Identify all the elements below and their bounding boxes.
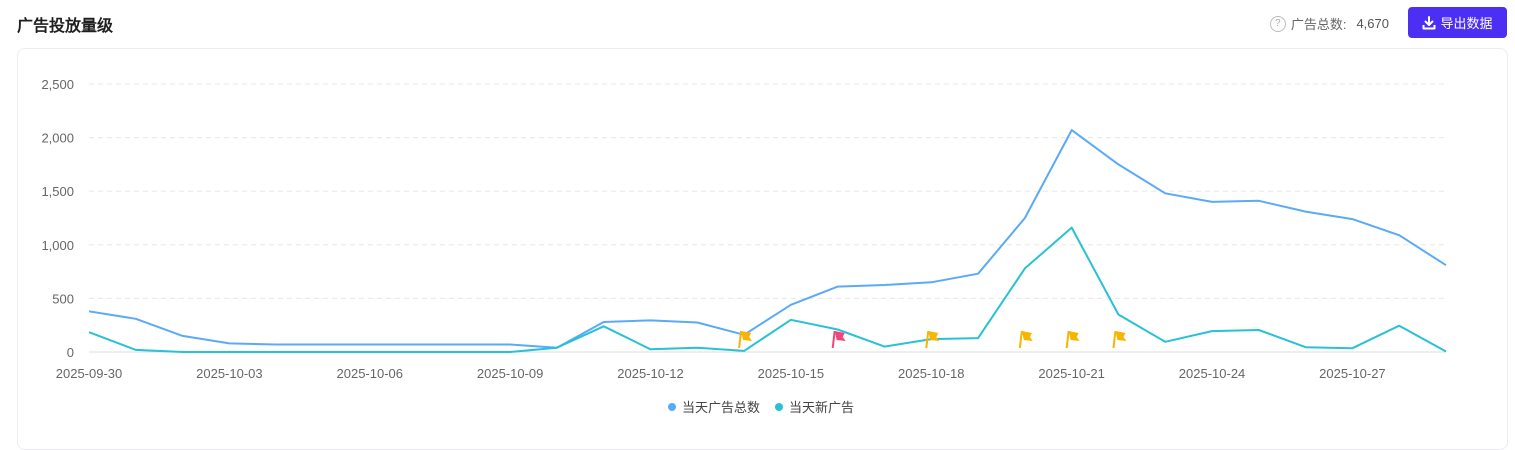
page-title: 广告投放量级 [17,18,114,35]
export-button[interactable]: 导出数据 [1408,7,1507,38]
x-tick-label: 2025-10-15 [758,366,825,381]
x-tick-label: 2025-10-03 [196,366,263,381]
axes: 0 500 1,000 1,500 2,000 2,500 2025-09-30 2025-1… [41,77,1446,381]
help-circle-icon[interactable]: ? [1269,15,1286,32]
flag-icon[interactable] [1018,330,1033,349]
flag-icon[interactable] [1112,330,1127,349]
y-tick-label: 0 [67,345,74,360]
legend-label: 当天广告总数 [682,400,760,415]
y-tick-label: 500 [52,291,74,306]
total-ads-label: 广告总数: [1290,17,1347,32]
y-tick-label: 1,500 [41,184,74,199]
total-ads-stat: ? 广告总数: 4,670 [1269,14,1389,33]
flag-icon[interactable] [831,330,846,349]
x-tick-label: 2025-10-24 [1179,366,1246,381]
legend-label: 当天新广告 [789,400,854,415]
header: 广告投放量级 ? 广告总数: 4,670 导出数据 [0,0,1515,46]
legend-item[interactable]: 当天新广告 [775,400,854,415]
legend-marker [775,403,783,411]
x-tick-label: 2025-10-06 [337,366,404,381]
series-lines [88,129,1447,353]
flag-icon[interactable] [1065,330,1080,349]
series-line-2[interactable] [88,226,1447,353]
total-ads-value: 4,670 [1356,16,1389,31]
chart-card [17,48,1508,450]
x-tick-label: 2025-09-30 [56,366,123,381]
legend-marker [668,403,676,411]
x-tick-label: 2025-10-12 [617,366,684,381]
download-icon [1422,15,1436,29]
x-tick-label: 2025-10-18 [898,366,965,381]
legend-item[interactable]: 当天广告总数 [668,400,760,415]
y-tick-label: 2,500 [41,77,74,92]
line-chart: 0 500 1,000 1,500 2,000 2,500 2025-09-30 2025-1… [41,77,1447,415]
x-tick-label: 2025-10-21 [1038,366,1105,381]
event-markers [738,330,1127,349]
y-tick-label: 2,000 [41,131,74,146]
x-tick-label: 2025-10-27 [1319,366,1386,381]
grid-lines [89,83,1446,299]
y-tick-label: 1,000 [41,238,74,253]
x-tick-label: 2025-10-09 [477,366,544,381]
flag-icon[interactable] [925,330,940,349]
export-label: 导出数据 [1440,16,1493,31]
flag-icon[interactable] [738,330,753,349]
legend: 当天广告总数 当天新广告 [668,400,854,415]
series-line-1[interactable] [88,129,1447,349]
